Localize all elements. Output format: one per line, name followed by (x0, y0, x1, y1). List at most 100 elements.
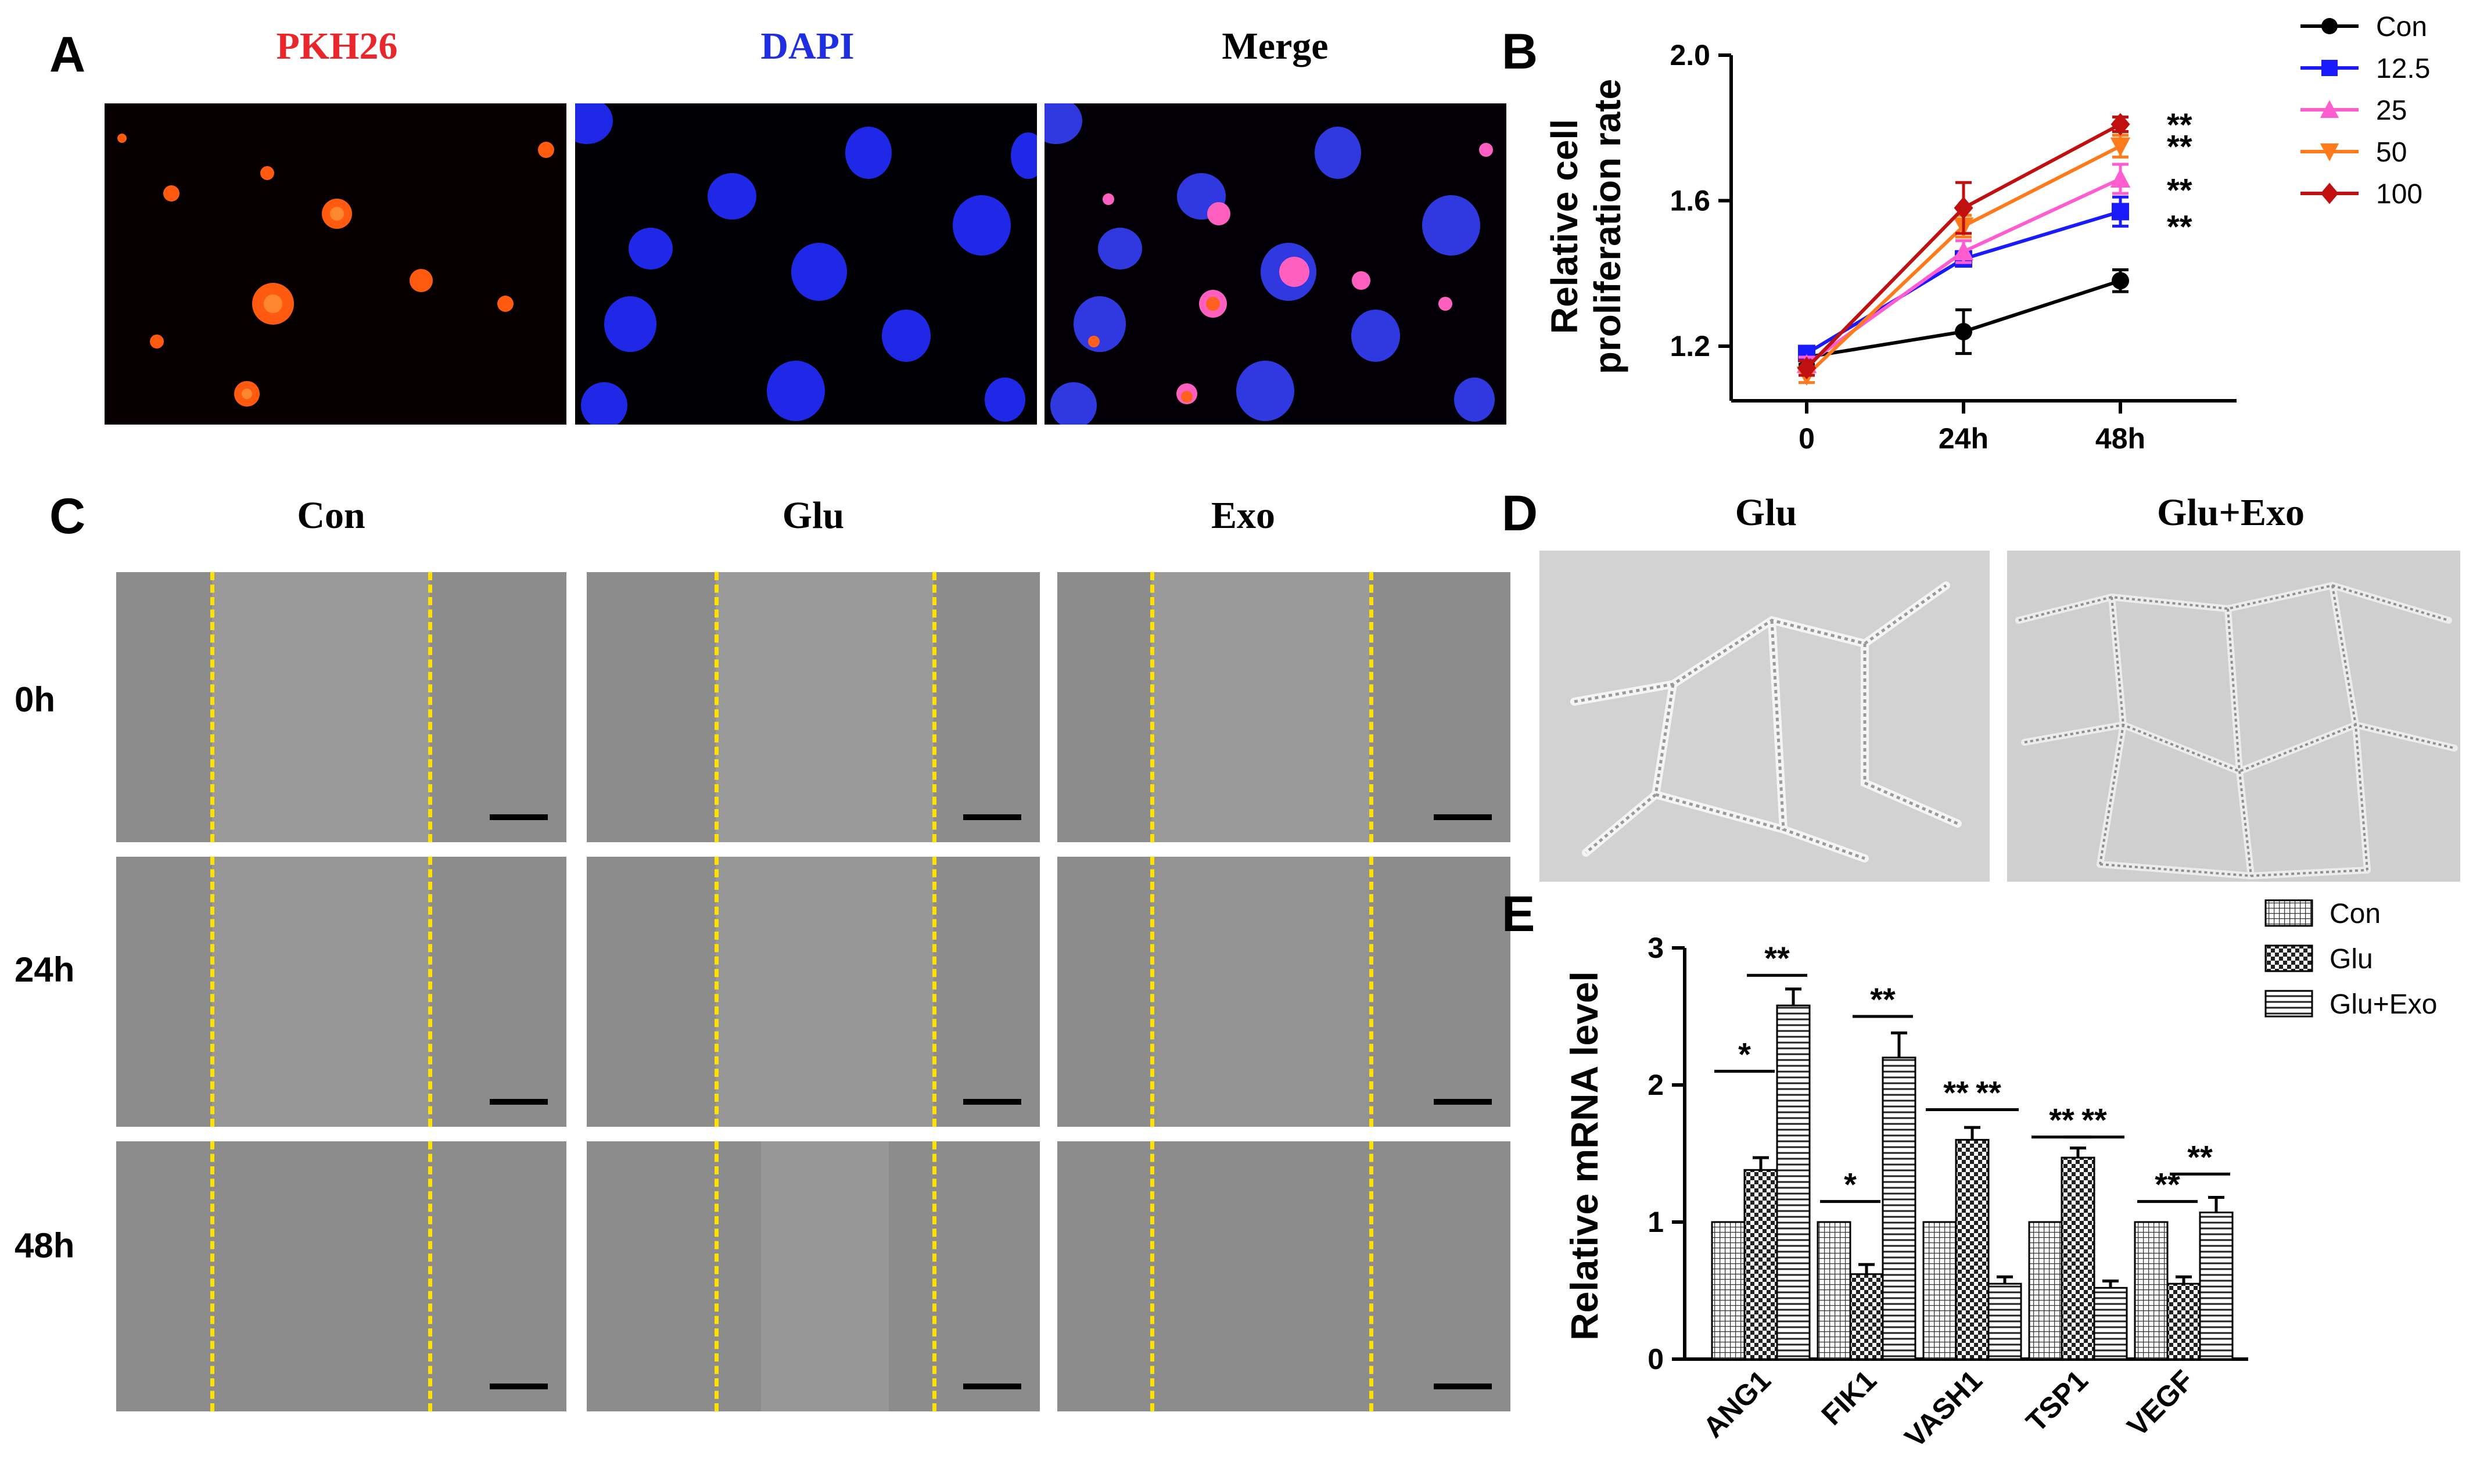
scratch-image-glu-48h (587, 1141, 1040, 1411)
x-tick-label: TSP1 (2020, 1364, 2094, 1438)
scratch-image-glu-24h (587, 857, 1040, 1127)
legend-label-Glu+Exo: Glu+Exo (2330, 989, 2437, 1020)
significance-label: ** (2167, 172, 2192, 209)
legend-marker-Con (2321, 18, 2338, 34)
legend-label-Glu: Glu (2330, 944, 2373, 975)
y-tick-label: 0 (1648, 1343, 1664, 1375)
significance-label: ** (2167, 128, 2192, 165)
significance-label: ** (1943, 1074, 1969, 1111)
tube-network-glu-exo (2015, 581, 2458, 880)
bar-Glu+Exo-TSP1 (2093, 1287, 2128, 1360)
data-point-100 (1797, 357, 1817, 380)
significance-label: ** (2167, 208, 2192, 245)
header-dapi: DAPI (760, 25, 855, 67)
scratch-image-con-24h (116, 857, 566, 1127)
x-tick-label: 48h (2095, 422, 2145, 455)
scratch-image-exo-48h (1057, 1141, 1510, 1411)
header-pkh26: PKH26 (276, 25, 398, 67)
y-axis-label: Relative cellproliferation rate (1544, 79, 1628, 375)
legend-label-Con: Con (2330, 899, 2381, 929)
scratch-image-glu-0h (587, 572, 1040, 842)
scratch-image-con-48h (116, 1141, 566, 1411)
legend-marker-50 (2320, 143, 2339, 161)
data-point-25 (1953, 241, 1974, 261)
significance-label: ** (2155, 1166, 2180, 1203)
pkh26-spots (117, 134, 554, 407)
data-point-100 (2111, 113, 2130, 136)
x-tick-label: 24h (1939, 422, 1989, 455)
panel-label-e: E (1502, 886, 1535, 942)
bar-Con-TSP1 (2028, 1221, 2063, 1360)
significance-label: ** (1976, 1074, 2001, 1111)
y-tick-label: 2 (1648, 1069, 1664, 1101)
bar-Glu-TSP1 (2061, 1156, 2095, 1360)
header-exo: Exo (1211, 494, 1276, 537)
panel-label-b: B (1502, 24, 1538, 80)
legend-swatch-Glu+Exo (2264, 990, 2313, 1018)
tube-formation-image-glu (1539, 551, 1990, 882)
bar-Glu+Exo-ANG1 (1776, 1004, 1811, 1360)
data-point-12.5 (2112, 203, 2129, 221)
scratch-image-exo-0h (1057, 572, 1510, 842)
x-tick-label: VEGF (2121, 1364, 2200, 1443)
dapi-nuclei (575, 103, 1037, 425)
bar-Con-FIK1 (1817, 1221, 1851, 1360)
significance-label: ** (2167, 106, 2192, 143)
row-label-24h: 24h (15, 950, 75, 989)
x-tick-label: ANG1 (1697, 1364, 1777, 1444)
scratch-image-con-0h (116, 572, 566, 842)
x-tick-label: VASH1 (1898, 1364, 1989, 1454)
y-axis-label: Relative mRNA level (1563, 971, 1606, 1341)
y-axis-label-line: Relative cell (1544, 119, 1585, 334)
bar-Con-VEGF (2134, 1221, 2169, 1360)
panel-label-d: D (1502, 486, 1538, 541)
panel-label-a: A (49, 27, 86, 82)
data-point-Con (2112, 272, 2129, 290)
legend-marker-12.5 (2321, 60, 2338, 76)
y-tick-label: 2.0 (1670, 39, 1710, 71)
y-tick-label: 1.2 (1670, 330, 1710, 362)
x-tick-label: FIK1 (1815, 1364, 1883, 1431)
legend-marker-100 (2320, 182, 2339, 204)
bar-Glu-ANG1 (1743, 1169, 1778, 1360)
significance-label: ** (1764, 940, 1790, 976)
header-glu: Glu (782, 494, 845, 537)
legend-label-12.5: 12.5 (2376, 53, 2430, 84)
significance-label: * (1738, 1036, 1751, 1072)
header-con: Con (297, 494, 365, 537)
significance-label: ** (1870, 981, 1896, 1018)
legend-label-100: 100 (2376, 179, 2422, 210)
legend-swatch-Con (2264, 899, 2313, 927)
bar-Con-VASH1 (1922, 1221, 1957, 1360)
bar-Con-ANG1 (1711, 1221, 1746, 1360)
bar-Glu-FIK1 (1849, 1273, 1884, 1360)
legend-swatch-Glu (2264, 944, 2313, 972)
scratch-image-exo-24h (1057, 857, 1510, 1127)
merge-fluorescence-image (1045, 103, 1506, 425)
x-tick-label: 0 (1799, 422, 1815, 455)
y-tick-label: 1 (1648, 1206, 1664, 1238)
bar-Glu-VASH1 (1955, 1138, 1990, 1360)
header-d-glu: Glu (1735, 491, 1797, 534)
row-label-0h: 0h (15, 680, 56, 719)
legend-label-Con: Con (2376, 12, 2427, 42)
y-tick-label: 3 (1648, 932, 1664, 964)
bar-Glu+Exo-FIK1 (1882, 1057, 1916, 1360)
data-point-100 (1954, 196, 1973, 220)
legend-label-25: 25 (2376, 95, 2407, 126)
tube-formation-image-glu-exo (2007, 551, 2460, 882)
bar-Glu-VEGF (2166, 1282, 2201, 1360)
legend-label-50: 50 (2376, 137, 2407, 168)
data-point-25 (2110, 168, 2131, 188)
header-d-glu-exo: Glu+Exo (2156, 491, 2305, 534)
tube-network-glu (1570, 581, 1962, 863)
dapi-fluorescence-image (575, 103, 1037, 425)
y-tick-label: 1.6 (1670, 185, 1710, 217)
merge-composite (1045, 103, 1495, 425)
significance-label: ** (2081, 1102, 2107, 1138)
pkh26-fluorescence-image (105, 103, 566, 425)
data-point-50 (2110, 137, 2131, 157)
panel-label-c: C (49, 488, 86, 544)
significance-label: * (1844, 1166, 1857, 1203)
significance-label: ** (2187, 1138, 2213, 1175)
